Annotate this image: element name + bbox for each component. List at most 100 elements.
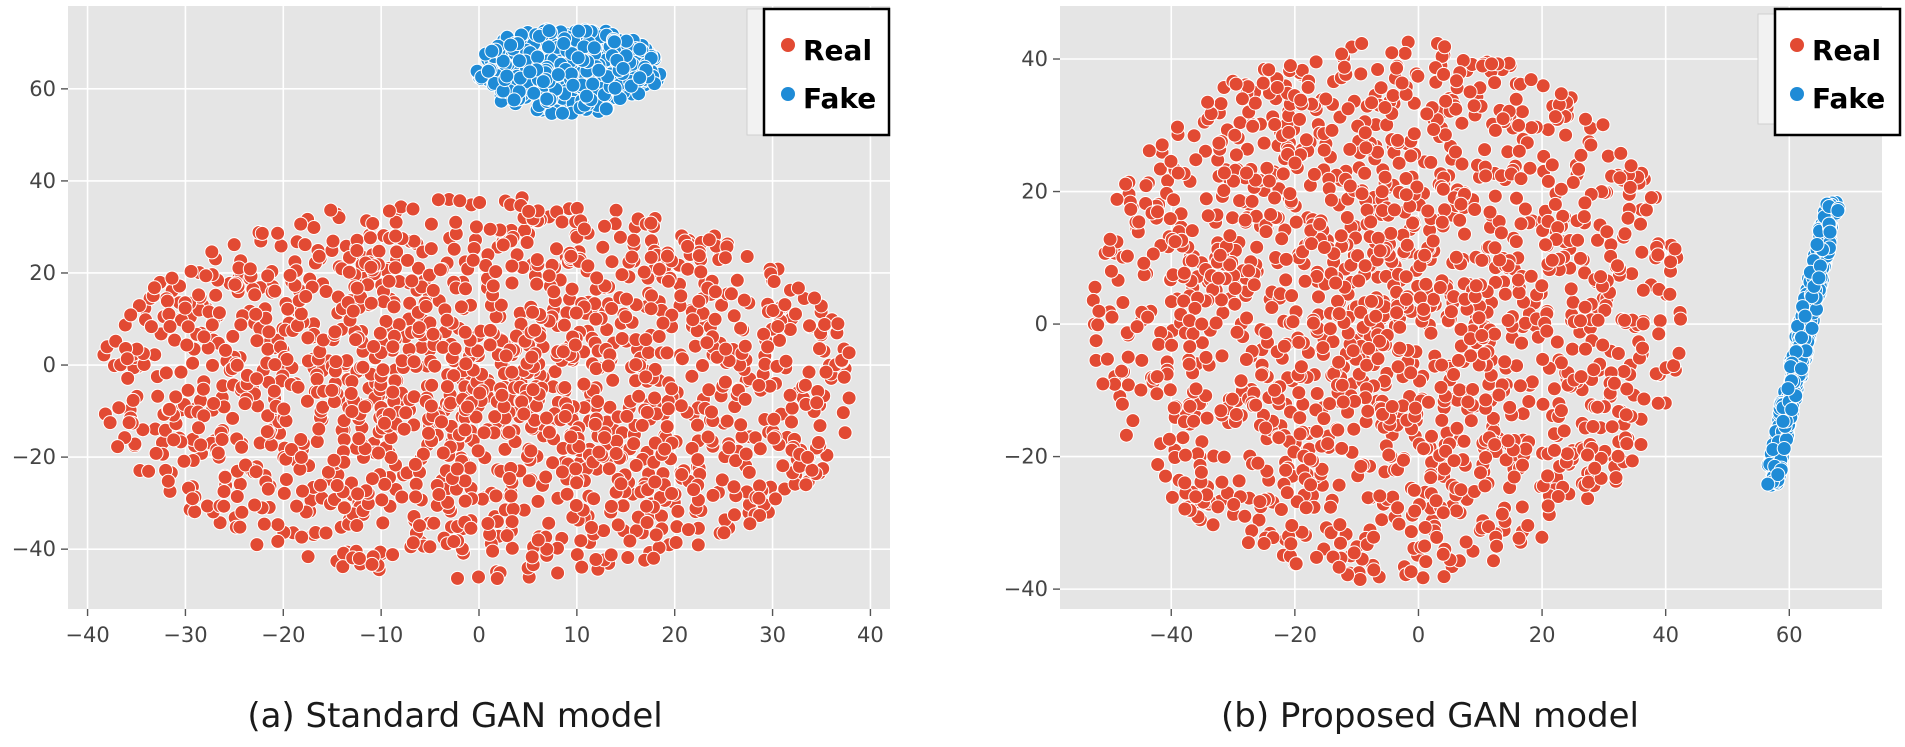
real-point [1538,237,1553,253]
real-point [1556,423,1572,439]
fake-point [591,62,607,78]
real-point [1553,403,1569,419]
real-point [282,267,298,283]
real-point [612,229,628,245]
real-point [371,445,386,461]
real-point [383,450,399,465]
real-point [638,332,654,348]
real-point [1258,224,1274,240]
real-point [162,319,178,334]
real-point [1451,352,1466,368]
x-tick-label: −40 [65,623,109,647]
real-point [1454,115,1470,131]
real-point [674,467,690,482]
real-point [1433,379,1449,395]
real-point [1334,440,1350,456]
real-point [1449,503,1464,519]
real-point [1511,285,1527,301]
fake-point [556,36,572,51]
real-point [1506,469,1522,485]
real-point [605,372,621,388]
real-point [1226,497,1242,512]
real-point [1316,240,1332,255]
real-point [519,235,535,250]
real-point [1282,58,1298,74]
fake-point [586,40,602,56]
real-point [311,248,327,264]
real-point [168,389,184,405]
real-point [1330,293,1345,309]
real-point [1398,269,1414,285]
real-point [1635,282,1651,298]
real-point [651,329,667,344]
real-point [280,301,296,317]
fake-point [1822,224,1838,240]
real-point [603,498,619,514]
real-point [425,326,441,342]
real-point [1638,202,1654,218]
real-point [439,312,455,328]
real-point [349,243,365,258]
real-point [643,249,659,265]
real-point [647,474,663,490]
real-point [405,201,421,217]
real-point [1120,349,1136,365]
real-point [1457,226,1472,242]
real-point [674,351,690,367]
real-point [576,376,592,392]
real-point [628,458,644,473]
real-point [497,441,513,457]
real-point [841,390,857,406]
real-point [591,444,607,460]
real-point [1199,410,1215,426]
real-point [628,357,644,373]
real-point [1255,75,1271,91]
real-point [1406,482,1422,498]
real-point [424,377,440,393]
real-point [716,525,732,541]
real-point [1184,253,1200,269]
real-point [782,387,798,403]
real-point [668,535,684,550]
real-point [1308,54,1324,70]
real-point [183,263,199,279]
real-point [1523,72,1539,88]
real-point [1478,168,1494,184]
real-point [1372,488,1388,504]
real-point [557,380,573,395]
real-point [270,225,286,241]
real-point [381,203,397,219]
real-point [1620,210,1636,226]
real-point [375,515,391,531]
legend-fake-marker [781,87,795,101]
real-point [1633,216,1648,232]
real-point [1453,482,1469,498]
real-point [1292,111,1307,127]
real-point [802,318,817,334]
real-point [1288,556,1304,572]
real-point [1154,137,1170,153]
real-point [1276,338,1292,354]
real-point [704,404,719,420]
real-point [1580,447,1595,463]
real-point [1164,337,1180,353]
real-point [1398,291,1414,307]
real-point [1278,462,1294,478]
real-point [249,371,265,387]
real-point [1381,447,1397,463]
real-point [1477,478,1493,494]
real-point [1421,394,1436,410]
real-point [1109,191,1125,207]
real-point [1593,269,1609,285]
real-point [719,413,735,429]
real-point [1298,132,1314,148]
real-point [1429,529,1445,545]
real-point [1267,382,1283,398]
real-point [1390,359,1406,375]
real-point [664,381,680,397]
real-point [1360,403,1376,419]
real-point [1623,158,1639,174]
real-point [336,500,352,516]
real-point [418,299,434,314]
y-tick-label: 40 [1021,47,1048,71]
